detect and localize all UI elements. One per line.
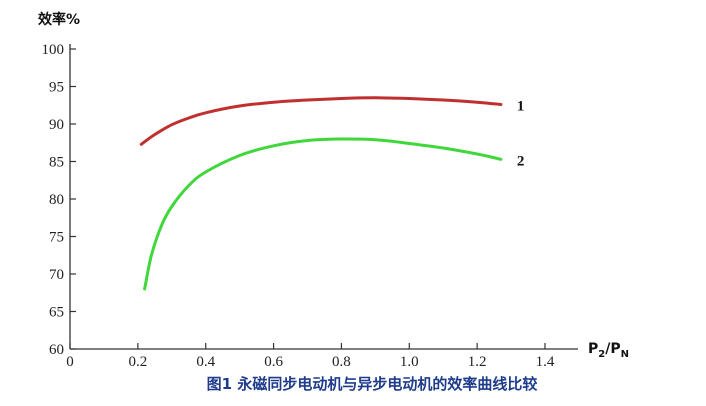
y-tick-label: 70 [49,267,64,283]
x-tick-label: 1.2 [468,354,487,370]
y-tick-label: 90 [49,117,64,133]
x-tick-label: 1.4 [536,354,555,370]
x-tick-label: 0.2 [128,354,147,370]
x-tick-label: 0.8 [332,354,351,370]
x-axis-title: P2/PN [588,341,629,360]
series-line-1 [139,96,503,146]
y-tick-label: 65 [49,305,64,321]
y-tick-label: 75 [49,230,64,246]
series-label-2: 2 [517,153,525,169]
y-tick-label: 80 [49,192,64,208]
figure-caption: 图1 永磁同步电动机与异步电动机的效率曲线比较 [207,375,538,393]
y-tick-label: 85 [49,155,64,171]
y-tick-label: 60 [49,342,64,358]
y-tick-label: 95 [49,80,64,96]
x-axis-ticks: 0 0.2 0.4 0.6 0.8 1.0 1.2 1.4 [66,343,555,370]
series-line-2 [143,137,503,291]
series-layer: 12 [139,96,525,291]
series-label-1: 1 [517,99,525,115]
x-tick-label: 0.4 [196,354,215,370]
x-tick-label: 0 [66,354,74,370]
y-axis-title: 效率% [38,11,80,28]
y-tick-label: 100 [42,42,65,58]
x-tick-label: 0.6 [264,354,283,370]
x-tick-label: 1.0 [400,354,419,370]
y-axis-ticks: 60 65 70 75 80 85 90 95 100 [42,42,76,358]
